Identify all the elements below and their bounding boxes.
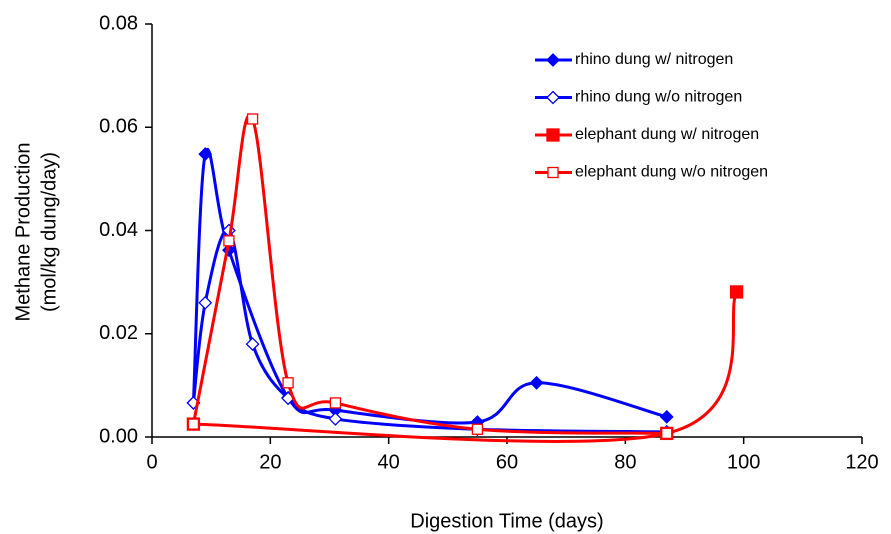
marker [529, 375, 544, 390]
marker [661, 427, 673, 440]
y-axis-label: Methane Production [12, 142, 34, 321]
legend-label: rhino dung w/ nitrogen [575, 51, 733, 68]
marker [659, 409, 674, 424]
y-axis-label: (mol/kg dung/day) [38, 152, 60, 312]
x-tick-label: 120 [845, 451, 878, 473]
x-tick-label: 80 [614, 451, 636, 473]
x-tick-label: 20 [259, 451, 281, 473]
legend-label: elephant dung w/o nitrogen [575, 164, 768, 181]
marker [729, 285, 744, 299]
series-line [193, 291, 738, 443]
marker [547, 166, 559, 179]
marker [198, 295, 213, 310]
y-tick-label: 0.04 [99, 219, 138, 241]
y-tick-label: 0.08 [99, 12, 138, 34]
legend-label: rhino dung w/o nitrogen [575, 89, 742, 106]
x-tick-label: 0 [146, 451, 157, 473]
x-tick-label: 100 [727, 451, 760, 473]
marker [329, 397, 342, 409]
y-tick-label: 0.06 [99, 116, 138, 138]
x-tick-label: 40 [378, 451, 400, 473]
marker [546, 90, 560, 105]
marker [198, 147, 213, 162]
y-tick-label: 0.02 [99, 322, 138, 344]
marker [187, 418, 200, 430]
legend-label: elephant dung w/ nitrogen [575, 126, 759, 143]
x-axis-label: Digestion Time (days) [410, 510, 603, 532]
marker [223, 235, 235, 247]
series-line [191, 228, 667, 434]
marker [282, 377, 294, 389]
y-tick-label: 0.00 [99, 425, 138, 447]
marker [546, 128, 560, 142]
x-tick-label: 60 [496, 451, 518, 473]
marker [246, 113, 259, 125]
marker [328, 412, 343, 426]
marker [546, 53, 560, 67]
marker [245, 337, 260, 351]
marker [471, 423, 484, 435]
